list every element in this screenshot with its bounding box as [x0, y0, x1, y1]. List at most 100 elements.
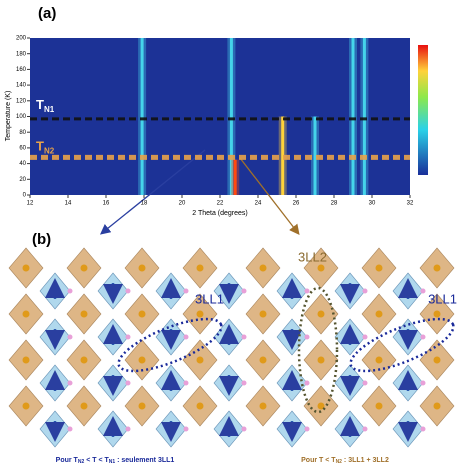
atom: [197, 403, 204, 410]
atom: [376, 357, 383, 364]
ion: [421, 335, 426, 340]
structure-label: 3LL1: [428, 291, 457, 306]
ion: [126, 427, 131, 432]
atom: [197, 311, 204, 318]
ion: [184, 335, 189, 340]
ion: [363, 335, 368, 340]
caption-part: < T < T: [84, 457, 109, 464]
ion: [305, 427, 310, 432]
caption-part: : seulement 3LL1: [115, 457, 174, 464]
atom: [260, 311, 267, 318]
panel-label: (b): [32, 231, 51, 248]
atom: [23, 311, 30, 318]
caption-part: Pour T < T: [301, 457, 336, 464]
ion: [305, 335, 310, 340]
atom: [434, 265, 441, 272]
ion: [184, 381, 189, 386]
atom: [318, 357, 325, 364]
atom: [376, 403, 383, 410]
ion: [242, 289, 247, 294]
ion: [305, 381, 310, 386]
x-tick-label: 32: [407, 201, 414, 207]
y-tick-label: 40: [19, 161, 26, 167]
label-sub: N2: [44, 146, 55, 155]
x-tick-label: 12: [27, 201, 34, 207]
ion: [363, 381, 368, 386]
ion: [363, 427, 368, 432]
atom: [81, 357, 88, 364]
ion: [421, 427, 426, 432]
caption: Pour TN2 < T < TN1 : seulement 3LL1: [56, 457, 175, 465]
atom: [260, 265, 267, 272]
atom: [318, 311, 325, 318]
ion: [421, 381, 426, 386]
label: T: [36, 97, 44, 112]
ion: [184, 289, 189, 294]
ion: [126, 381, 131, 386]
x-tick-label: 28: [331, 201, 338, 207]
atom: [139, 311, 146, 318]
ion: [421, 289, 426, 294]
atom: [260, 403, 267, 410]
label-sub: N1: [44, 105, 55, 114]
atom: [376, 265, 383, 272]
atom: [81, 311, 88, 318]
x-tick-label: 24: [255, 201, 262, 207]
ion: [242, 427, 247, 432]
y-tick-label: 120: [16, 98, 27, 104]
caption: Pour T < TN2 : 3LL1 + 3LL2: [301, 457, 389, 465]
peak: [234, 160, 237, 195]
atom: [434, 311, 441, 318]
x-axis-label: 2 Theta (degrees): [192, 210, 248, 217]
y-axis-label: Temperature (K): [5, 91, 12, 142]
ion: [305, 289, 310, 294]
x-tick-label: 26: [293, 201, 300, 207]
atom: [139, 403, 146, 410]
y-tick-label: 100: [16, 114, 27, 120]
x-tick-label: 20: [179, 201, 186, 207]
y-tick-label: 160: [16, 67, 27, 73]
ion: [363, 289, 368, 294]
x-tick-label: 30: [369, 201, 376, 207]
y-tick-label: 140: [16, 83, 27, 89]
atom: [376, 311, 383, 318]
atom: [23, 265, 30, 272]
atom: [139, 265, 146, 272]
x-tick-label: 16: [103, 201, 110, 207]
figure: (a) (b) 2 Theta (degrees) Temperature (K…: [0, 0, 459, 470]
ion: [242, 335, 247, 340]
atom: [23, 403, 30, 410]
structure-label: 3LL1: [195, 291, 224, 306]
peak: [363, 38, 366, 195]
y-tick-label: 180: [16, 51, 27, 57]
y-tick-label: 0: [23, 193, 27, 199]
atom: [434, 403, 441, 410]
y-tick-label: 60: [19, 145, 26, 151]
x-tick-label: 14: [65, 201, 72, 207]
ion: [68, 427, 73, 432]
label: T: [36, 139, 44, 154]
ion: [68, 289, 73, 294]
atom: [81, 265, 88, 272]
ion: [184, 427, 189, 432]
panel-label: (a): [38, 5, 56, 22]
y-tick-label: 20: [19, 177, 26, 183]
ion: [126, 335, 131, 340]
y-tick-label: 200: [16, 36, 27, 42]
ion: [68, 381, 73, 386]
x-tick-label: 18: [141, 201, 148, 207]
atom: [434, 357, 441, 364]
ion: [126, 289, 131, 294]
structure-label: 3LL2: [298, 249, 327, 264]
atom: [318, 265, 325, 272]
colorbar: [418, 45, 428, 175]
atom: [23, 357, 30, 364]
atom: [197, 265, 204, 272]
atom: [81, 403, 88, 410]
ion: [68, 335, 73, 340]
peak: [141, 38, 144, 195]
caption-part: Pour T: [56, 457, 79, 464]
ion: [242, 381, 247, 386]
atom: [260, 357, 267, 364]
peak: [352, 38, 355, 195]
